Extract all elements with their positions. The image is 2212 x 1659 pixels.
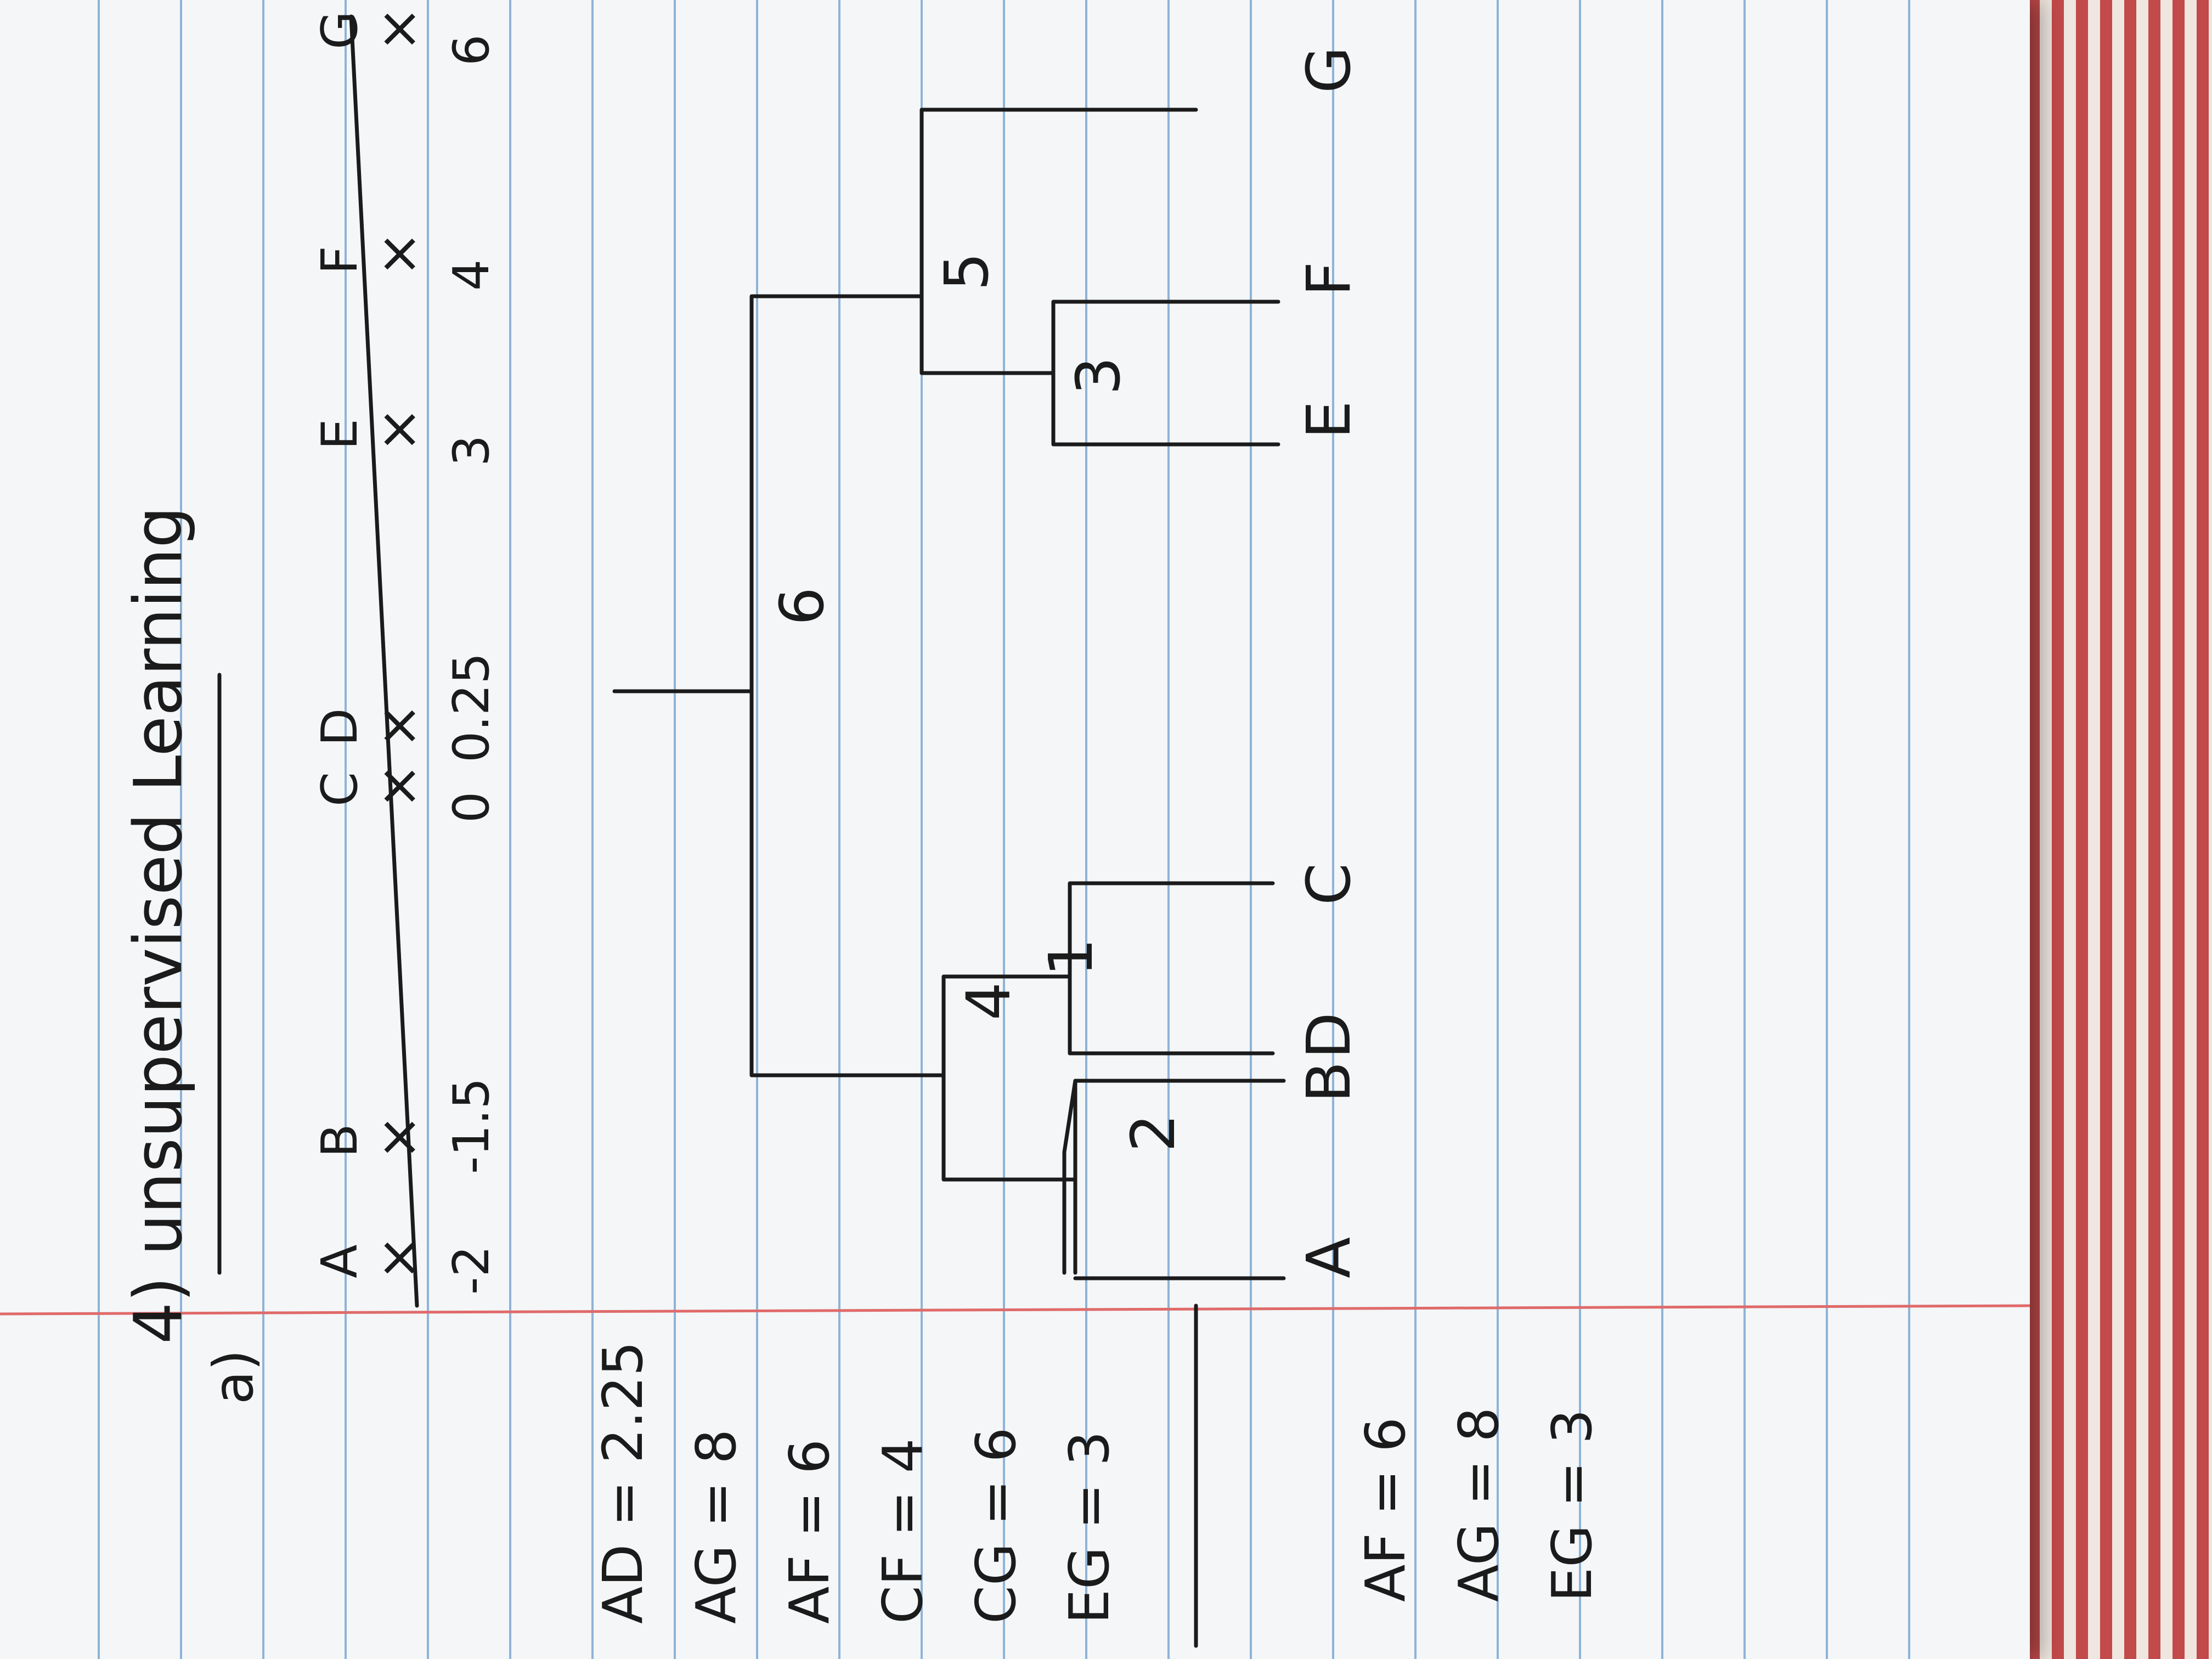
point-value-d: 0.25 bbox=[443, 653, 500, 763]
distance-item: CF = 4 bbox=[871, 1438, 935, 1624]
merge-height-label: 4 bbox=[953, 982, 1024, 1020]
point-label-d: D bbox=[311, 708, 369, 746]
leaf-label-a: A bbox=[1294, 1237, 1364, 1278]
point-value-f: 4 bbox=[443, 259, 500, 291]
number-line: A× -2B× -1.5C× 0D× 0.25E× 3F× 4G× 6 bbox=[311, 6, 500, 1308]
leaf-label-f: F bbox=[1294, 262, 1364, 296]
ruled-lines bbox=[0, 0, 2030, 1659]
distance-list-1: AD = 2.25 AG = 8 AF = 6 CF = 4 CG = 6 EG = 3 bbox=[591, 1341, 1121, 1624]
distance-item: EG = 3 bbox=[1540, 1409, 1604, 1602]
merge-efg bbox=[919, 108, 1198, 375]
distance-item: AF = 6 bbox=[1353, 1417, 1418, 1602]
point-value-a: -2 bbox=[443, 1245, 500, 1295]
point-value-b: -1.5 bbox=[443, 1077, 500, 1174]
point-label-f: F bbox=[311, 246, 369, 274]
handwriting-canvas: 4) unsupervised Learning a) A× -2B× -1.5C×… bbox=[0, 0, 2030, 1659]
merge-abcd bbox=[941, 974, 1072, 1182]
merge-height-label: 2 bbox=[1118, 1114, 1188, 1152]
leaf-label-g: G bbox=[1294, 47, 1364, 93]
point-value-e: 3 bbox=[443, 435, 500, 466]
leaf-label-c: C bbox=[1294, 863, 1364, 905]
point-value-c: 0 bbox=[443, 792, 500, 823]
distance-list-2: AF = 6 AG = 8 EG = 3 bbox=[1353, 1407, 1604, 1602]
notebook-page: 4) unsupervised Learning a) A × -2 B × -1.5 C ×… bbox=[0, 0, 2030, 1659]
point-mark-f: × bbox=[366, 231, 430, 277]
merge-root bbox=[749, 294, 946, 1077]
point-label-b: B bbox=[311, 1124, 369, 1158]
point-label-g: G bbox=[311, 11, 369, 49]
merge-height-label: 1 bbox=[1036, 938, 1106, 977]
point-mark-e: × bbox=[366, 407, 430, 453]
merge-cd bbox=[1068, 881, 1275, 1056]
point-mark-b: × bbox=[366, 1114, 430, 1160]
merge-height-label: 6 bbox=[767, 587, 837, 625]
point-label-a: A bbox=[311, 1244, 369, 1278]
merge-ab bbox=[1062, 1079, 1077, 1275]
distance-item: CG = 6 bbox=[964, 1427, 1028, 1624]
dendrogram: A B C D E F G 2 1 3 4 5 6 bbox=[612, 47, 1364, 1280]
merge-height-label: 5 bbox=[932, 252, 1002, 291]
distance-item: AG = 8 bbox=[684, 1429, 748, 1624]
distance-item: AD = 2.25 bbox=[591, 1341, 655, 1624]
merge-height-label: 3 bbox=[1063, 357, 1133, 395]
point-value-g: 6 bbox=[443, 35, 500, 66]
distance-item: EG = 3 bbox=[1057, 1431, 1121, 1624]
point-mark-a: × bbox=[366, 1235, 430, 1281]
distance-item: AG = 8 bbox=[1447, 1407, 1511, 1602]
distance-item: AF = 6 bbox=[777, 1439, 842, 1624]
point-label-e: E bbox=[311, 419, 369, 450]
point-label-c: C bbox=[311, 772, 369, 806]
leaf-label-b: B bbox=[1294, 1062, 1364, 1103]
leaf-label-d: D bbox=[1294, 1012, 1364, 1059]
point-mark-d: × bbox=[366, 703, 430, 749]
margin-line bbox=[0, 1304, 2030, 1316]
point-mark-c: × bbox=[366, 763, 430, 809]
leaf-label-e: E bbox=[1294, 400, 1364, 439]
part-label: a) bbox=[201, 1350, 266, 1404]
title: 4) unsupervised Learning bbox=[121, 506, 197, 1344]
point-mark-g: × bbox=[366, 6, 430, 52]
